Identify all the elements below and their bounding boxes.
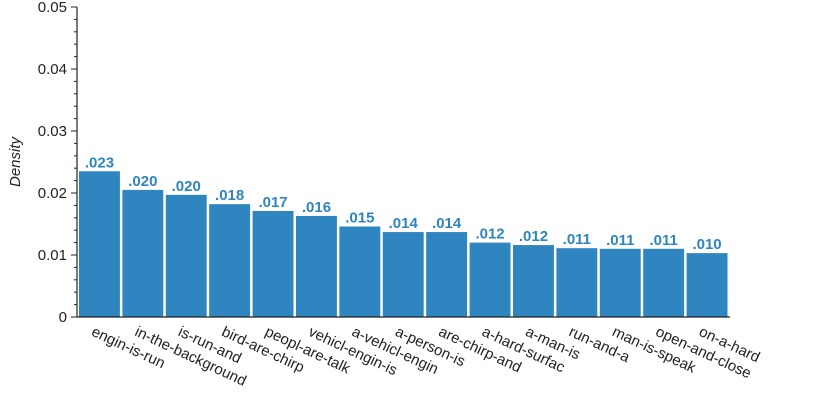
bars-group: .023 .020 .020 .018 .017 .016 .015 .014 .014 .012… [79, 154, 728, 317]
bar [469, 242, 511, 317]
bar-value-label: .011 [606, 232, 634, 249]
bar-value-label: .016 [302, 199, 331, 216]
bar-value-label: .014 [432, 215, 462, 232]
bar [599, 248, 641, 317]
bar [686, 253, 728, 317]
bar-value-label: .023 [85, 154, 114, 171]
bar-value-label: .012 [475, 226, 504, 243]
bar [382, 232, 424, 317]
bar [252, 210, 294, 317]
y-tick-label: 0.04 [38, 61, 67, 78]
y-axis-label: Density [7, 135, 24, 187]
bar-value-label: .011 [563, 231, 591, 248]
bar-value-label: .010 [692, 236, 721, 253]
bar-value-label: .020 [128, 173, 157, 190]
bar [79, 171, 120, 317]
y-tick-label: 0.05 [38, 0, 67, 16]
bar-value-label: .017 [258, 194, 287, 211]
bar [122, 189, 164, 317]
y-tick-label: 0.02 [38, 185, 67, 202]
bar [209, 204, 251, 317]
bar-value-label: .011 [649, 232, 677, 249]
bar [426, 232, 468, 317]
bar-value-label: .014 [389, 215, 419, 232]
bar [165, 194, 207, 317]
bar-value-label: .020 [172, 178, 201, 195]
y-tick-label: 0.01 [38, 247, 67, 264]
y-tick-label: 0 [59, 309, 67, 326]
y-axis: 0 0.01 0.02 0.03 0.04 0.05 [38, 0, 78, 326]
bar [556, 248, 598, 317]
bar [513, 245, 554, 317]
bar [643, 248, 685, 317]
bar-value-label: .015 [345, 209, 374, 226]
y-tick-label: 0.03 [38, 123, 67, 140]
x-axis: engin-is-runin-the-backgroundis-run-andb… [77, 316, 762, 390]
bar-value-label: .012 [519, 228, 548, 245]
bar [339, 226, 381, 317]
bar [296, 215, 337, 317]
bar-value-label: .018 [215, 187, 244, 204]
